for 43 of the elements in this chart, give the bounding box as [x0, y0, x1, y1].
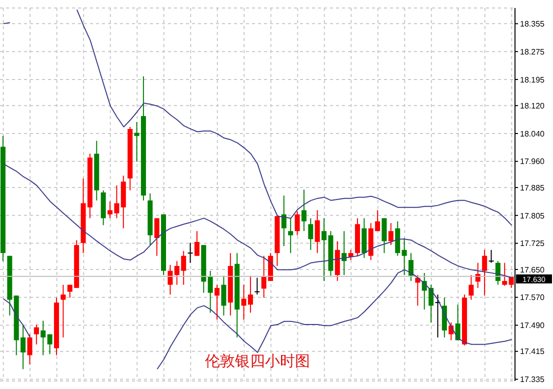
candlestick	[281, 195, 286, 247]
candlestick	[388, 222, 394, 246]
y-tick-label: 17.490	[520, 321, 546, 330]
candlestick	[301, 189, 306, 232]
candlestick	[47, 334, 52, 355]
candlestick	[488, 249, 494, 264]
candlestick	[187, 242, 194, 264]
y-tick-label: 17.650	[520, 265, 546, 274]
candlestick	[448, 322, 454, 341]
candlestick	[308, 218, 314, 250]
y-tick-label: 17.805	[520, 211, 546, 220]
y-tick-label: 17.335	[520, 375, 546, 384]
y-tick-label: 18.195	[520, 75, 546, 84]
candlestick	[314, 210, 320, 254]
y-tick-label: 18.275	[520, 47, 546, 56]
y-tick-label: 17.415	[520, 347, 546, 356]
text: 伦敦银四小时图	[204, 352, 311, 371]
candlestick	[294, 210, 300, 236]
candlestick	[168, 264, 173, 296]
candlestick	[288, 218, 294, 254]
candlestick	[468, 274, 474, 300]
candlestick	[208, 270, 213, 314]
y-tick-label: 18.355	[520, 20, 546, 29]
y-tick-label: 17.725	[520, 239, 546, 248]
candlestick	[482, 249, 488, 296]
candlestick	[40, 320, 46, 356]
y-tick-label: 17.885	[520, 183, 546, 192]
y-tick-label: 18.120	[520, 101, 546, 110]
candlestick	[502, 262, 508, 286]
candlestick	[382, 218, 387, 254]
candlestick	[34, 324, 39, 345]
y-tick-label: 17.960	[520, 157, 546, 166]
candlestick	[154, 218, 160, 256]
y-tick-label: 17.570	[520, 293, 546, 302]
candlestick	[194, 230, 200, 256]
candlestick	[408, 252, 414, 282]
y-tick-label: 18.040	[520, 129, 546, 138]
candlestick	[402, 238, 407, 276]
candlestick	[254, 277, 260, 296]
candlestick	[221, 275, 226, 316]
candlestick	[60, 284, 66, 338]
candlestick	[27, 334, 32, 365]
candlestick	[214, 284, 220, 320]
